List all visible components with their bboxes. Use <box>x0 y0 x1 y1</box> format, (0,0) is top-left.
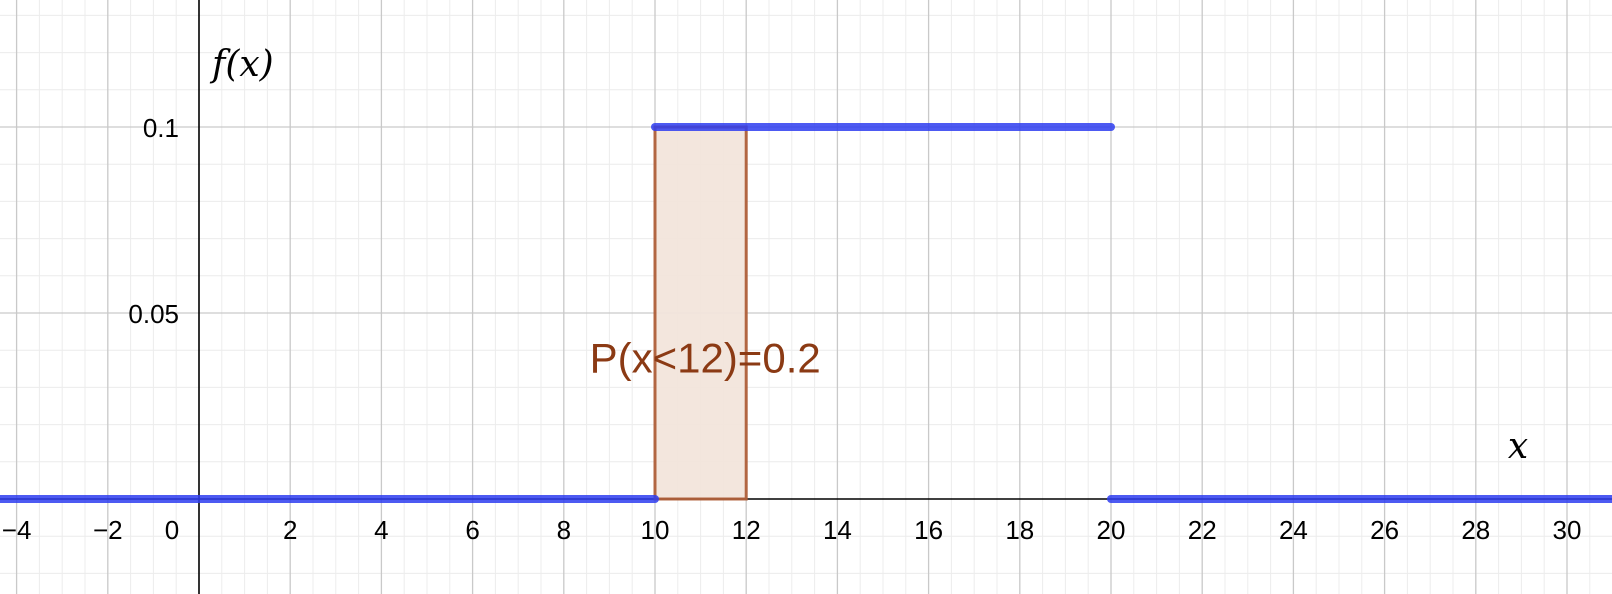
x-tick-label: 26 <box>1370 515 1399 545</box>
x-tick-label: 30 <box>1553 515 1582 545</box>
y-tick-label: 0.1 <box>143 113 179 143</box>
x-tick-label: 2 <box>283 515 297 545</box>
x-tick-label: 24 <box>1279 515 1308 545</box>
origin-label: 0 <box>165 515 179 545</box>
x-tick-label: 28 <box>1461 515 1490 545</box>
x-tick-label: 22 <box>1188 515 1217 545</box>
shaded-probability-region <box>653 125 748 501</box>
probability-annotation: P(x<12)=0.2 <box>590 335 821 382</box>
shaded-region-rect <box>653 125 748 501</box>
y-tick-label: 0.05 <box>128 299 179 329</box>
x-tick-label: 12 <box>732 515 761 545</box>
x-tick-label: 10 <box>641 515 670 545</box>
x-tick-label: −2 <box>93 515 123 545</box>
x-tick-label: 18 <box>1005 515 1034 545</box>
x-tick-label: 20 <box>1097 515 1126 545</box>
x-tick-label: 6 <box>465 515 479 545</box>
pdf-series <box>0 123 1612 503</box>
x-tick-label: −4 <box>2 515 32 545</box>
x-tick-label: 4 <box>374 515 388 545</box>
x-tick-label: 14 <box>823 515 852 545</box>
x-tick-label: 8 <box>557 515 571 545</box>
x-axis-label: x <box>1508 426 1528 467</box>
x-tick-label: 16 <box>914 515 943 545</box>
y-axis-label: f(x) <box>209 44 274 85</box>
